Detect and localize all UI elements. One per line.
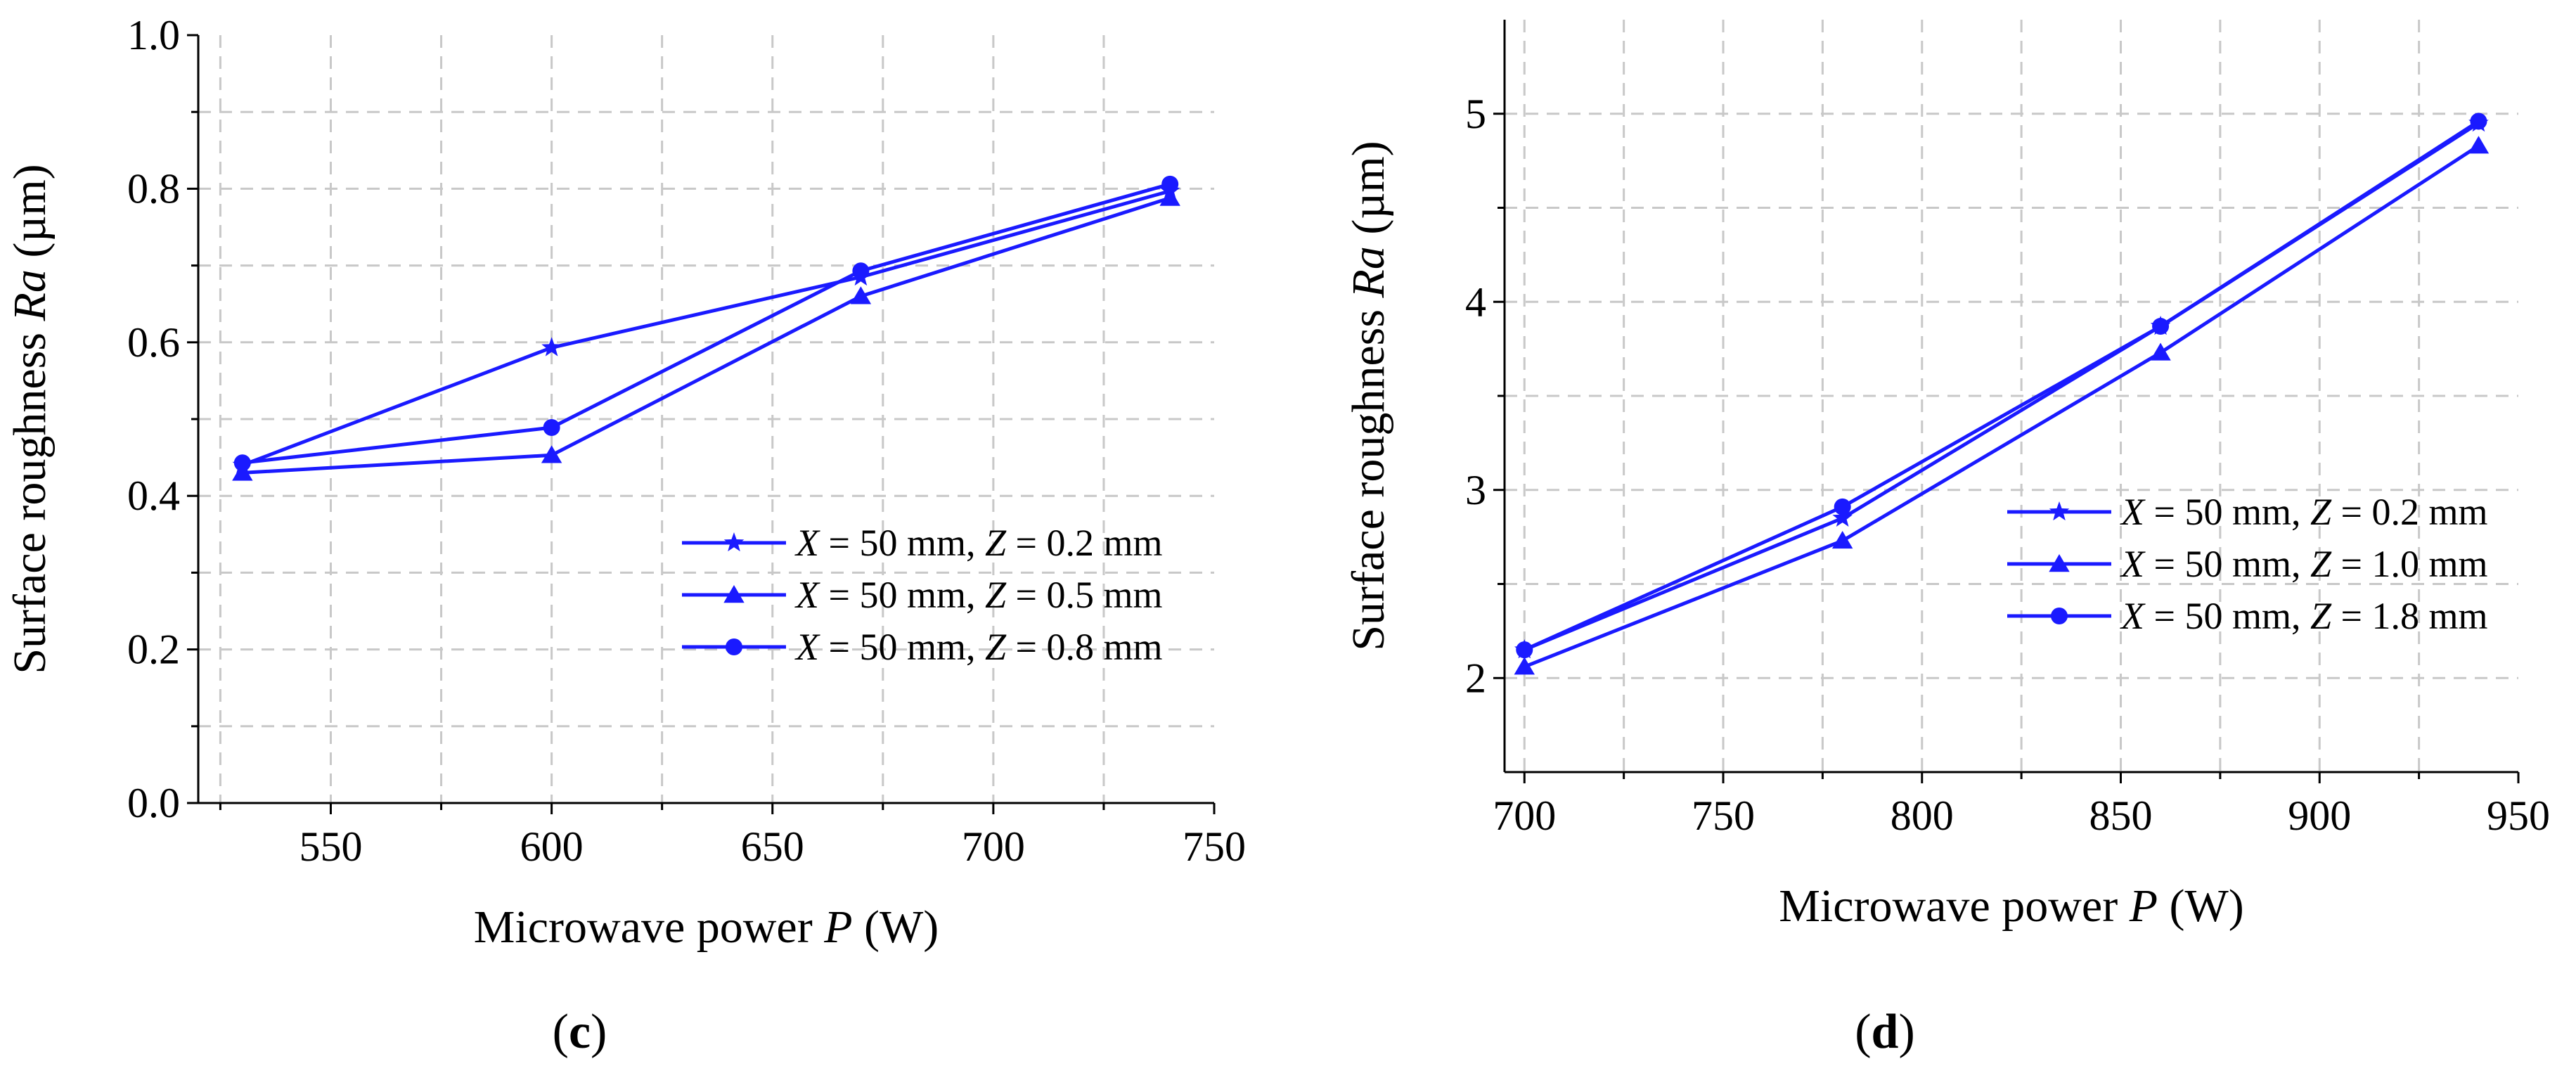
y-tick-label: 0.0 — [127, 780, 180, 826]
data-point-circle — [1516, 641, 1533, 659]
series-line-star — [241, 189, 1171, 467]
panel-label: (d) — [1855, 1005, 1915, 1059]
x-axis-label: Microwave power P (W) — [1779, 880, 2244, 932]
legend-marker-star — [723, 532, 745, 552]
y-axis-label: Surface roughness Ra (µm) — [4, 164, 56, 674]
legend-marker-triangle — [723, 585, 745, 603]
x-tick-label: 900 — [2288, 792, 2351, 839]
data-point-circle — [543, 419, 560, 437]
y-tick-label: 0.2 — [127, 627, 180, 673]
data-point-star — [541, 337, 562, 357]
legend-marker-star — [2049, 501, 2070, 521]
data-point-star — [1832, 507, 1853, 527]
legend-label: X = 50 mm, Z = 0.8 mm — [794, 626, 1162, 668]
chart-d: 700 750 800 850 900 950 2 3 4 5 Microwave power P … — [1343, 20, 2550, 1059]
x-tick-label: 550 — [299, 823, 362, 870]
y-tick-label: 0.6 — [127, 319, 180, 366]
y-tick-label: 2 — [1465, 655, 1486, 701]
series-line-triangle — [1524, 144, 2480, 669]
x-tick-label: 750 — [1692, 792, 1755, 839]
data-point-triangle — [541, 445, 562, 463]
y-tick-label: 0.4 — [127, 473, 180, 519]
panel-label: (c) — [553, 1005, 607, 1059]
data-point-circle — [852, 262, 870, 280]
legend-marker-circle — [2051, 608, 2068, 624]
series-line-triangle — [242, 196, 1171, 475]
data-point-triangle — [232, 463, 253, 481]
legend-marker-circle — [726, 638, 742, 655]
data-point-triangle — [2150, 342, 2171, 361]
series-line-circle — [1524, 120, 2480, 652]
series-line-circle — [242, 182, 1171, 465]
legend-label: X = 50 mm, Z = 0.5 mm — [794, 574, 1162, 616]
y-tick-label: 5 — [1465, 91, 1486, 137]
chart-c: 550 600 650 700 750 0.0 0.2 0.4 0.6 0.8 1.0 Microwa… — [4, 12, 1246, 1059]
x-tick-label: 700 — [962, 823, 1025, 870]
x-tick-label: 750 — [1183, 823, 1246, 870]
legend-label: X = 50 mm, Z = 0.2 mm — [794, 522, 1162, 564]
data-point-circle — [2152, 318, 2170, 335]
legend-marker-triangle — [2049, 554, 2070, 572]
data-point-triangle — [1159, 188, 1180, 206]
x-tick-label: 800 — [1891, 792, 1954, 839]
data-point-triangle — [2468, 136, 2490, 154]
data-point-circle — [233, 454, 251, 472]
x-tick-label: 600 — [520, 823, 584, 870]
data-point-triangle — [1514, 657, 1535, 675]
x-tick-label: 700 — [1493, 792, 1556, 839]
data-point-triangle — [1831, 530, 1853, 549]
legend-label: X = 50 mm, Z = 1.0 mm — [2120, 543, 2487, 585]
x-tick-label: 950 — [2487, 792, 2550, 839]
x-tick-label: 850 — [2089, 792, 2153, 839]
data-point-circle — [1161, 175, 1179, 193]
x-axis-label: Microwave power P (W) — [474, 901, 939, 953]
y-axis-label: Surface roughness Ra (µm) — [1343, 141, 1394, 650]
y-tick-label: 3 — [1465, 467, 1486, 513]
data-point-triangle — [850, 286, 872, 304]
legend-label: X = 50 mm, Z = 1.8 mm — [2120, 595, 2487, 637]
y-tick-label: 0.8 — [127, 165, 180, 212]
y-tick-label: 4 — [1465, 278, 1486, 325]
data-point-circle — [1834, 498, 1851, 515]
legend-label: X = 50 mm, Z = 0.2 mm — [2120, 491, 2487, 533]
x-tick-label: 650 — [741, 823, 804, 870]
y-tick-label: 1.0 — [127, 12, 180, 58]
data-point-circle — [2470, 113, 2487, 130]
